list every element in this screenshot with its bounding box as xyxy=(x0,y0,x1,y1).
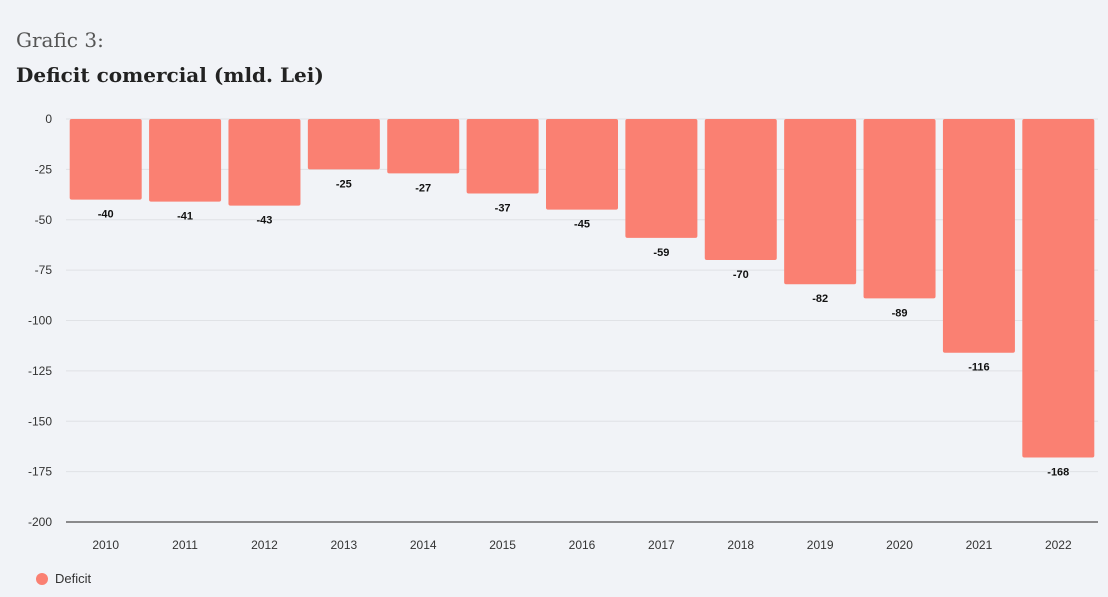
bar-2022[interactable] xyxy=(1022,119,1095,458)
bar-2020[interactable] xyxy=(863,119,936,299)
legend[interactable]: Deficit xyxy=(36,571,91,586)
data-label: -27 xyxy=(415,182,431,194)
x-tick-label: 2019 xyxy=(807,538,834,552)
x-tick-label: 2013 xyxy=(330,538,357,552)
data-label: -37 xyxy=(495,203,511,215)
data-label: -59 xyxy=(653,247,669,259)
data-label: -45 xyxy=(574,219,590,231)
labels: 0 -25 -50 -75 -100 -125 -150 -175 -200 -40 2010 -41… xyxy=(28,112,1072,552)
data-label: -168 xyxy=(1047,467,1069,479)
bar-2011[interactable] xyxy=(149,119,222,202)
y-tick-label: -150 xyxy=(28,414,52,428)
x-tick-label: 2014 xyxy=(410,538,437,552)
x-tick-label: 2018 xyxy=(727,538,754,552)
y-tick-label: -50 xyxy=(35,213,53,227)
y-tick-label: -200 xyxy=(28,515,52,529)
bar-2010[interactable] xyxy=(69,119,142,200)
y-tick-label: -75 xyxy=(35,263,53,277)
bar-2016[interactable] xyxy=(546,119,618,210)
data-label: -82 xyxy=(812,293,828,305)
data-label: -43 xyxy=(257,215,273,227)
data-label: -89 xyxy=(892,307,908,319)
legend-label: Deficit xyxy=(55,571,92,586)
y-tick-label: -100 xyxy=(28,314,52,328)
x-tick-label: 2016 xyxy=(569,538,596,552)
x-tick-label: 2017 xyxy=(648,538,675,552)
y-tick-label: -125 xyxy=(28,364,52,378)
x-tick-label: 2015 xyxy=(489,538,516,552)
bar-2014[interactable] xyxy=(387,119,460,174)
data-label: -116 xyxy=(968,362,989,374)
bar-2015[interactable] xyxy=(466,119,539,194)
y-tick-label: 0 xyxy=(45,112,52,126)
legend-marker xyxy=(36,572,48,585)
bar-2013[interactable] xyxy=(307,119,380,170)
y-tick-label: -175 xyxy=(28,465,52,479)
bar-2018[interactable] xyxy=(704,119,777,261)
data-label: -70 xyxy=(733,269,749,281)
chart-kicker: Grafic 3: xyxy=(16,28,104,52)
bars xyxy=(69,119,1095,458)
x-tick-label: 2020 xyxy=(886,538,913,552)
bar-2019[interactable] xyxy=(784,119,857,285)
x-tick-label: 2021 xyxy=(966,538,993,552)
chart-title: Deficit comercial (mld. Lei) xyxy=(16,63,324,87)
x-tick-label: 2022 xyxy=(1045,538,1072,552)
data-label: -40 xyxy=(98,209,114,221)
data-label: -25 xyxy=(336,178,352,190)
bar-2021[interactable] xyxy=(942,119,1015,353)
x-tick-label: 2010 xyxy=(92,538,119,552)
bar-2017[interactable] xyxy=(625,119,698,238)
data-label: -41 xyxy=(177,211,193,223)
bar-2012[interactable] xyxy=(228,119,301,206)
y-tick-label: -25 xyxy=(35,162,53,176)
x-tick-label: 2012 xyxy=(251,538,278,552)
x-tick-label: 2011 xyxy=(172,538,198,552)
